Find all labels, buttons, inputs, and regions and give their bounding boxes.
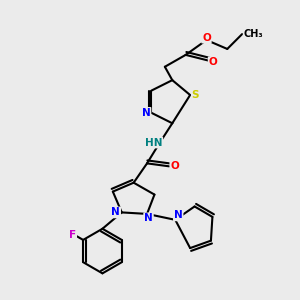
Text: O: O — [170, 161, 179, 171]
Text: N: N — [144, 213, 153, 224]
Text: O: O — [202, 33, 211, 43]
Text: HN: HN — [145, 138, 162, 148]
Text: O: O — [208, 57, 217, 67]
Text: CH₃: CH₃ — [244, 29, 263, 39]
Text: F: F — [69, 230, 76, 240]
Text: N: N — [174, 210, 183, 220]
Text: N: N — [142, 108, 151, 118]
Text: S: S — [192, 90, 199, 100]
Text: N: N — [111, 207, 120, 218]
